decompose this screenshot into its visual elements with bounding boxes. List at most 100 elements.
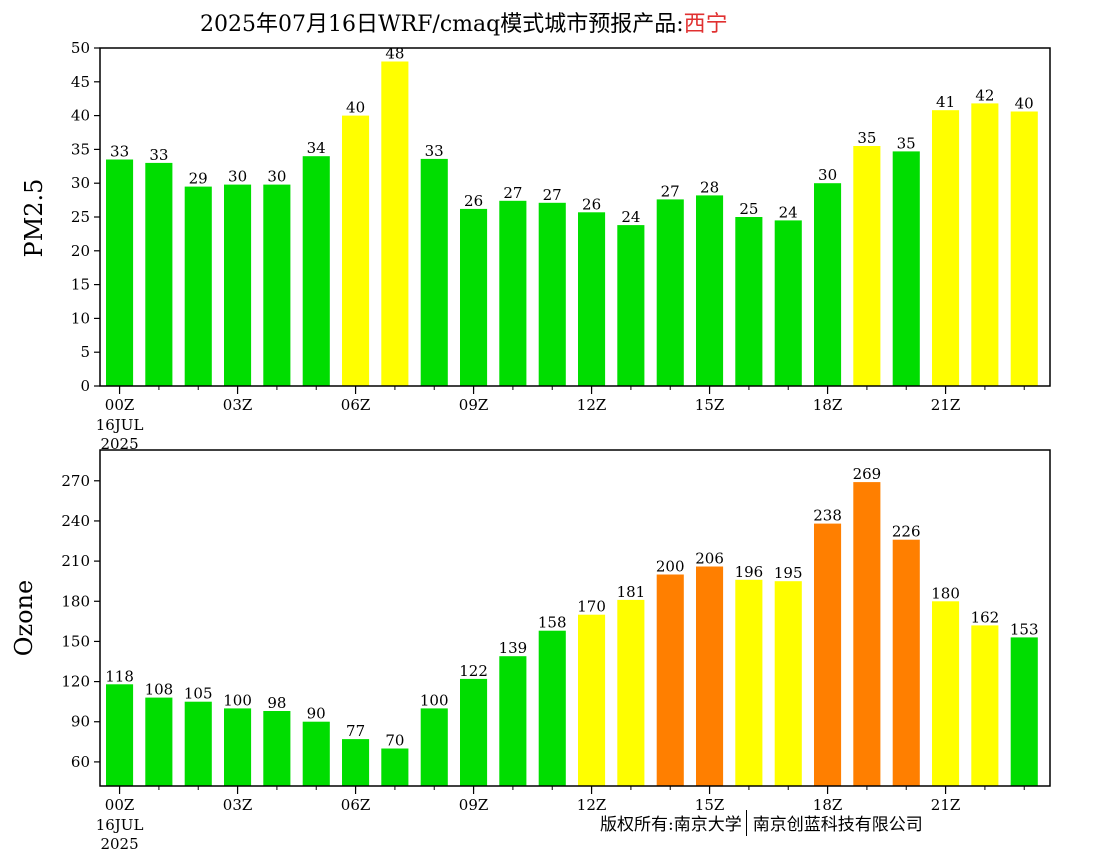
pm25-bar-value: 48 <box>385 45 404 63</box>
ozone-bar <box>145 697 173 786</box>
pm25-y-tick-label: 10 <box>71 309 90 327</box>
ozone-bar-value: 226 <box>892 523 921 541</box>
pm25-bar-value: 30 <box>267 168 286 186</box>
pm25-bar-value: 35 <box>897 134 916 152</box>
ozone-bar-value: 100 <box>223 691 252 709</box>
pm25-bar-value: 30 <box>818 166 837 184</box>
pm25-bar-value: 34 <box>307 139 326 157</box>
ozone-bar-value: 105 <box>184 685 213 703</box>
ozone-bar-value: 158 <box>538 614 567 632</box>
pm25-x-date-label: 16JUL <box>96 416 144 434</box>
ozone-bar-value: 100 <box>420 691 449 709</box>
pm25-bar-value: 40 <box>346 99 365 117</box>
pm25-bar <box>932 110 960 386</box>
ozone-bar <box>617 599 645 786</box>
ozone-bar-value: 90 <box>307 705 326 723</box>
ozone-x-tick-label: 06Z <box>341 796 371 814</box>
ozone-x-date-label: 2025 <box>100 835 138 850</box>
ozone-bar <box>932 601 960 786</box>
pm25-bar-value: 27 <box>543 186 562 204</box>
pm25-x-tick-label: 12Z <box>577 396 607 414</box>
title-main: 2025年07月16日WRF/cmaq模式城市预报产品: <box>200 12 684 37</box>
ozone-plot-frame <box>99 449 1051 787</box>
ozone-bar-value: 181 <box>617 583 646 601</box>
ozone-bar <box>302 721 330 786</box>
title-text: 2025年07月16日WRF/cmaq模式城市预报产品:西宁 <box>200 6 728 38</box>
pm25-bar <box>971 103 999 387</box>
ozone-bar-value: 200 <box>656 558 685 576</box>
pm25-y-tick-label: 35 <box>71 140 90 158</box>
ozone-bar-value: 162 <box>971 608 1000 626</box>
title-city: 西宁 <box>683 12 728 37</box>
ozone-bar <box>696 566 724 786</box>
pm25-bar <box>106 159 134 386</box>
ozone-bar <box>499 656 527 786</box>
footer-credit: 版权所有:南京大学 南京创蓝科技有限公司 <box>600 810 923 836</box>
pm25-bar <box>774 220 802 386</box>
pm25-y-tick-label: 5 <box>80 343 90 361</box>
pm25-bar <box>184 186 212 386</box>
pm25-bar <box>263 184 291 386</box>
pm25-bar <box>145 162 173 386</box>
ozone-bar <box>1010 637 1038 786</box>
ozone-bar-value: 206 <box>695 550 724 568</box>
ozone-y-tick-label: 90 <box>71 713 90 731</box>
ozone-y-axis-label: Ozone <box>10 580 38 656</box>
pm25-bar-value: 40 <box>1015 95 1034 113</box>
ozone-bar-value: 196 <box>735 563 764 581</box>
ozone-y-tick-label: 240 <box>61 512 90 530</box>
pm25-bar-value: 27 <box>661 182 680 200</box>
ozone-x-date-label: 16JUL <box>96 816 144 834</box>
pm25-y-tick-label: 20 <box>71 242 90 260</box>
pm25-x-tick-label: 15Z <box>695 396 725 414</box>
ozone-bar <box>224 708 252 786</box>
pm25-bar-value: 41 <box>936 93 955 111</box>
ozone-bar <box>106 684 134 786</box>
pm25-bar-value: 33 <box>149 146 168 164</box>
pm25-y-tick-label: 50 <box>71 39 90 57</box>
pm25-bar <box>735 217 763 386</box>
ozone-bar-value: 238 <box>813 507 842 525</box>
footer-copyright: 版权所有:南京大学 <box>600 815 742 835</box>
ozone-x-tick-label: 18Z <box>813 796 843 814</box>
pm25-bar <box>853 146 881 386</box>
ozone-bar-value: 70 <box>385 732 404 750</box>
pm25-bar-value: 33 <box>425 142 444 160</box>
pm25-bar-value: 26 <box>464 192 483 210</box>
ozone-y-tick-label: 180 <box>61 592 90 610</box>
pm25-bar-value: 33 <box>110 143 129 161</box>
ozone-bar <box>735 579 763 786</box>
ozone-bar <box>814 523 842 786</box>
ozone-bar-value: 180 <box>931 584 960 602</box>
ozone-bar <box>263 711 291 786</box>
ozone-bar-value: 139 <box>499 639 528 657</box>
pm25-bar <box>892 151 920 386</box>
ozone-bar-value: 77 <box>346 722 365 740</box>
ozone-bar <box>774 581 802 786</box>
ozone-y-tick-label: 270 <box>61 472 90 490</box>
ozone-bar <box>892 539 920 786</box>
ozone-x-tick-label: 21Z <box>931 796 961 814</box>
pm25-x-tick-label: 00Z <box>105 396 135 414</box>
ozone-bar <box>656 574 684 786</box>
pm25-bar-value: 24 <box>779 203 798 221</box>
ozone-bar <box>184 701 212 786</box>
pm25-bar <box>814 183 842 386</box>
pm25-bar <box>460 208 488 386</box>
pm25-bar-value: 24 <box>621 208 640 226</box>
ozone-bar-value: 153 <box>1010 620 1039 638</box>
pm25-bar-value: 30 <box>228 168 247 186</box>
pm25-bar <box>224 184 252 386</box>
ozone-bar <box>538 630 566 786</box>
ozone-bar-value: 269 <box>853 465 882 483</box>
pm25-bar-value: 25 <box>739 200 758 218</box>
pm25-x-tick-label: 21Z <box>931 396 961 414</box>
pm25-bar <box>1010 111 1038 386</box>
pm25-bar <box>499 200 527 386</box>
pm25-bar <box>538 202 566 386</box>
ozone-bar-value: 195 <box>774 564 803 582</box>
pm25-bar-value: 35 <box>857 129 876 147</box>
pm25-bar <box>342 115 370 386</box>
ozone-bar <box>420 708 448 786</box>
